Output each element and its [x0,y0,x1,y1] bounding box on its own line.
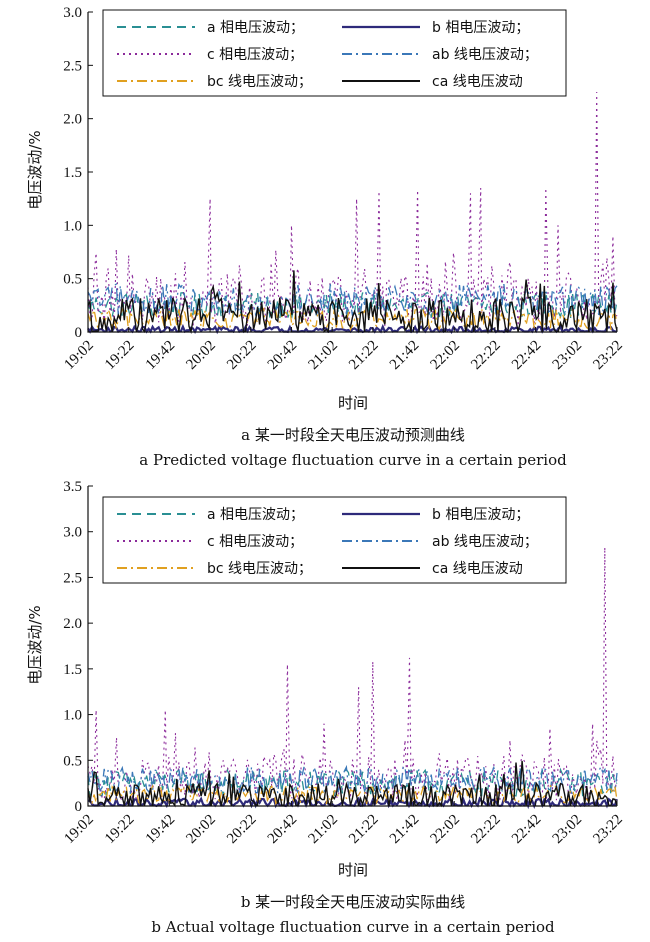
legend-label-bc: bc 线电压波动； [207,561,312,577]
xtick-label: 22:22 [468,812,503,847]
xtick-label: 23:02 [550,338,585,373]
xlabel-b: 时间 [338,861,368,879]
ytick-label: 1.5 [63,165,82,181]
ytick-label: 2.5 [63,570,82,586]
series-line-ca [87,760,618,808]
chart-panel-b: a 相电压波动； b 相电压波动； c 相电压波动； ab 线电压波动； bc 线电压波… [26,479,626,936]
ylabel-a: 电压波动/% [26,130,44,209]
legend-label-c: c 相电压波动； [207,534,303,550]
xtick-label: 20:02 [183,338,218,373]
series-line-c [87,91,618,327]
xtick-label: 20:42 [265,812,300,847]
ytick-label: 0 [75,325,83,341]
legend-box-a: a 相电压波动； b 相电压波动； c 相电压波动； ab 线电压波动； bc 线电压波… [102,9,567,97]
xtick-label: 21:22 [346,812,381,847]
xtick-label: 19:22 [102,338,137,373]
series-line-bc [87,306,618,332]
xtick-label: 23:22 [590,338,625,373]
xtick-label: 19:22 [102,812,137,847]
caption-cn-a: a 某一时段全天电压波动预测曲线 [241,426,465,444]
xtick-label: 20:22 [224,338,259,373]
series-line-ca [87,270,618,335]
ytick-label: 2.0 [63,616,82,632]
xtick-label: 22:02 [428,338,463,373]
ytick-label: 0 [75,799,83,815]
xtick-label: 21:22 [346,338,381,373]
ytick-label: 0.5 [63,753,82,769]
chart-panel-a: a 相电压波动； b 相电压波动； c 相电压波动； ab 线电压波动； bc 线电压波… [26,5,626,469]
xtick-label: 23:22 [590,812,625,847]
legend-label-ab: ab 线电压波动； [432,534,538,550]
legend-label-ca: ca 线电压波动 [432,561,523,577]
series-line-a [87,767,618,800]
xlabel-a: 时间 [338,394,368,412]
caption-en-b: b Actual voltage fluctuation curve in a … [151,918,555,936]
xtick-label: 22:02 [428,812,463,847]
xtick-label: 19:02 [61,812,96,847]
ytick-label: 2.0 [63,112,82,128]
legend-label-b: b 相电压波动； [432,20,529,36]
legend-label-c: c 相电压波动； [207,47,303,63]
xtick-label: 20:42 [265,338,300,373]
legend-label-ca: ca 线电压波动 [432,74,523,90]
xtick-label: 21:42 [387,338,422,373]
ytick-label: 3.0 [63,525,82,541]
xtick-label: 19:42 [143,812,178,847]
xtick-label: 21:42 [387,812,422,847]
ytick-label: 1.0 [63,218,82,234]
legend-label-a: a 相电压波动； [207,507,304,523]
legend-box-b: a 相电压波动； b 相电压波动； c 相电压波动； ab 线电压波动； bc 线电压波… [102,496,567,584]
caption-cn-b: b 某一时段全天电压波动实际曲线 [241,893,465,911]
legend-label-b: b 相电压波动； [432,507,529,523]
ytick-label: 3.5 [63,479,82,495]
xtick-label: 19:02 [61,338,96,373]
ytick-label: 3.0 [63,5,82,21]
xtick-label: 23:02 [550,812,585,847]
xtick-label: 19:42 [143,338,178,373]
ytick-label: 0.5 [63,272,82,288]
caption-en-a: a Predicted voltage fluctuation curve in… [139,451,567,469]
ytick-label: 1.5 [63,662,82,678]
series-line-c [87,547,618,803]
xtick-label: 22:42 [509,812,544,847]
legend-label-a: a 相电压波动； [207,20,304,36]
series-line-b [87,323,617,335]
legend-label-ab: ab 线电压波动； [432,47,538,63]
xtick-label: 20:22 [224,812,259,847]
xtick-label: 22:22 [468,338,503,373]
xtick-label: 21:02 [306,812,341,847]
ytick-label: 1.0 [63,708,82,724]
ylabel-b: 电压波动/% [26,605,44,684]
xtick-label: 22:42 [509,338,544,373]
xtick-label: 20:02 [183,812,218,847]
xtick-label: 21:02 [306,338,341,373]
legend-label-bc: bc 线电压波动； [207,74,312,90]
ytick-label: 2.5 [63,58,82,74]
